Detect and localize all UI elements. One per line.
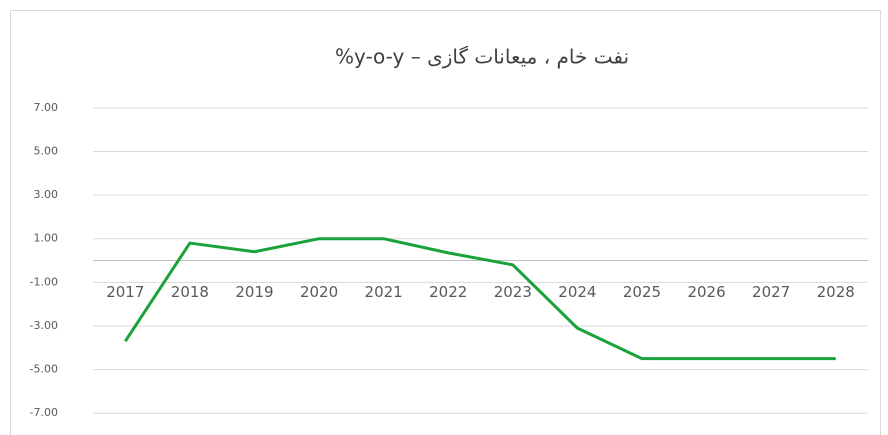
x-tick-label: 2022 [429,283,467,301]
x-tick-label: 2028 [817,283,855,301]
chart-border [10,10,881,435]
y-tick-label: 1.00 [34,232,59,245]
x-tick-label: 2024 [558,283,596,301]
x-tick-label: 2017 [106,283,144,301]
y-tick-label: -1.00 [30,275,58,288]
y-tick-label: 7.00 [34,101,59,114]
chart-title: نفت خام ، میعانات گازی – y-o-y% [335,45,629,69]
x-tick-label: 2025 [623,283,661,301]
x-tick-label: 2021 [365,283,403,301]
x-tick-label: 2026 [687,283,725,301]
y-tick-label: -5.00 [30,363,58,376]
y-tick-label: 5.00 [34,144,59,157]
y-tick-label: -3.00 [30,319,58,332]
x-tick-label: 2027 [752,283,790,301]
x-tick-label: 2018 [171,283,209,301]
y-tick-label: 3.00 [34,188,59,201]
x-tick-label: 2023 [494,283,532,301]
line-series [124,237,836,361]
x-tick-label: 2020 [300,283,338,301]
y-tick-label: -7.00 [30,406,58,419]
x-tick-label: 2019 [235,283,273,301]
